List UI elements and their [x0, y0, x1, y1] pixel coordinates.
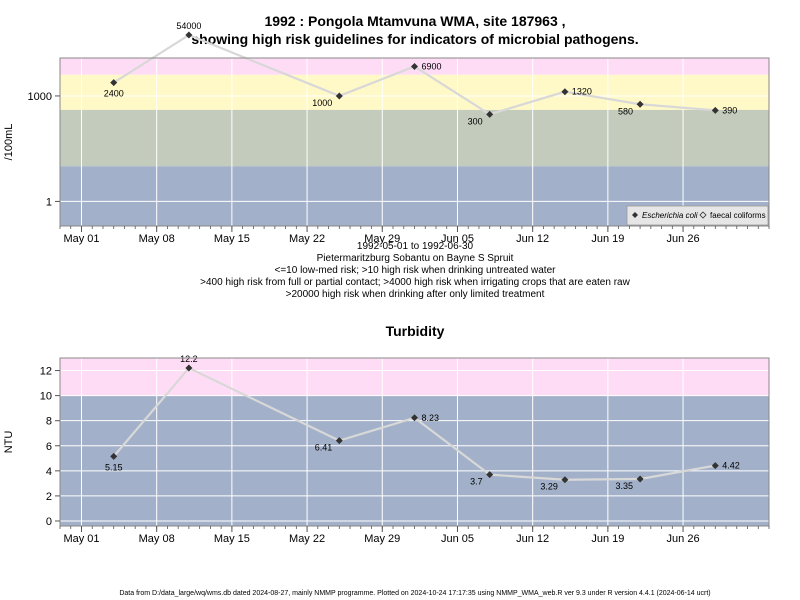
x-tick-label: May 08 [139, 533, 175, 545]
turbidity-point [411, 414, 418, 422]
y-tick-label: 12 [40, 366, 52, 378]
y-tick-label: 1000 [28, 91, 52, 103]
x-tick-label: May 15 [214, 533, 250, 545]
y-tick-label: 2 [46, 491, 52, 503]
series-line [113, 33, 716, 116]
e-coli-value-label: 300 [468, 116, 483, 126]
x-tick-label: May 22 [289, 533, 325, 545]
footer-source-note: Data from D:/data_large/wq/wms.db dated … [119, 590, 710, 597]
x-tick-label: May 29 [364, 233, 400, 245]
site-name-note: Pietermaritzburg Sobantu on Bayne S Spru… [317, 253, 514, 264]
x-tick-label: Jun 05 [441, 233, 474, 245]
x-tick-label: Jun 05 [441, 533, 474, 545]
turbidity-y-label: NTU [3, 431, 15, 454]
y-tick-label: 1 [46, 196, 52, 208]
turbidity-value-label: 8.23 [422, 413, 440, 423]
microbial-legend: Escherichia coli faecal coliforms [626, 205, 769, 226]
e-coli-point [185, 31, 193, 39]
x-tick-label: Jun 12 [516, 533, 549, 545]
e-coli-value-label: 1320 [572, 87, 592, 97]
turbidity-title: Turbidity [386, 323, 445, 339]
chart-subtitle: showing high risk guidelines for indicat… [191, 31, 638, 47]
microbial-y-axis: 1 1000 [28, 91, 60, 208]
turbidity-bands [60, 358, 769, 526]
turbidity-value-label: 3.29 [540, 482, 558, 492]
turbidity-value-label: 6.41 [315, 443, 333, 453]
turbidity-point [110, 452, 118, 460]
e-coli-value-label: 390 [722, 105, 737, 115]
turbidity-value-label: 5.15 [105, 462, 123, 472]
legend-entry-faecal-coliforms: faecal coliforms [710, 211, 766, 220]
y-tick-label: 10 [40, 391, 52, 403]
e-coli-value-label: 6900 [422, 61, 442, 71]
turbidity-point [636, 475, 644, 483]
e-coli-value-label: 580 [618, 106, 633, 116]
chart-title: 1992 : Pongola Mtamvuna WMA, site 187963… [264, 13, 565, 29]
date-range-note: 1992-05-01 to 1992-06-30 [357, 241, 474, 252]
open-diamond-icon [699, 211, 707, 219]
x-tick-label: Jun 26 [667, 533, 700, 545]
series-line [112, 366, 716, 481]
risk-band [60, 109, 769, 167]
risk-note-treatment: >20000 high risk when drinking after onl… [286, 289, 545, 300]
x-tick-label: May 15 [214, 233, 250, 245]
turbidity-x-axis: May 01 May 08 May 15 May 22 May 29 Jun 05 Jun … [59, 526, 770, 545]
risk-band [60, 358, 769, 396]
turbidity-value-label: 3.7 [470, 477, 483, 487]
microbial-x-axis: May 01 May 08 May 15 May 22 May 29 Jun 05 Jun … [59, 226, 770, 245]
x-tick-label: Jun 19 [591, 533, 624, 545]
x-tick-label: Jun 26 [667, 233, 700, 245]
y-tick-label: 8 [46, 416, 52, 428]
x-tick-label: May 22 [289, 233, 325, 245]
e-coli-value-label: 1000 [312, 98, 332, 108]
turbidity-series: 5.15 12.2 6.41 8.23 3.7 3.29 3.35 4.42 [105, 354, 740, 492]
risk-note-drinking: <=10 low-med risk; >10 high risk when dr… [275, 265, 557, 276]
risk-band [60, 74, 769, 110]
microbial-grid [60, 58, 769, 226]
turbidity-point [185, 364, 193, 372]
y-tick-label: 0 [46, 516, 52, 528]
e-coli-value-label: 54000 [176, 21, 201, 31]
x-tick-label: May 29 [364, 533, 400, 545]
e-coli-point [711, 106, 719, 114]
turbidity-value-label: 3.35 [616, 481, 634, 491]
turbidity-point [561, 476, 569, 484]
e-coli-value-label: 2400 [104, 89, 124, 99]
e-coli-point [110, 79, 118, 87]
turbidity-grid [60, 358, 769, 526]
turbidity-point [711, 462, 719, 470]
turbidity-point [486, 471, 494, 479]
legend-entry-e-coli: Escherichia coli [642, 211, 698, 220]
legend-box [626, 205, 769, 226]
x-tick-label: May 01 [63, 233, 99, 245]
e-coli-point [486, 110, 494, 118]
e-coli-point [561, 88, 569, 96]
e-coli-point [636, 100, 644, 108]
risk-note-contact: >400 high risk from full or partial cont… [200, 277, 630, 288]
x-tick-label: May 08 [139, 233, 175, 245]
turbidity-value-label: 12.2 [180, 354, 198, 364]
microbial-y-label: /100mL [3, 124, 15, 161]
x-tick-label: May 01 [63, 533, 99, 545]
x-tick-label: Jun 19 [591, 233, 624, 245]
e-coli-series: 2400 54000 1000 6900 300 1320 580 390 [104, 21, 738, 126]
microbial-risk-bands [60, 58, 769, 226]
e-coli-point [335, 92, 343, 100]
x-tick-label: Jun 12 [516, 233, 549, 245]
y-tick-label: 4 [46, 466, 52, 478]
turbidity-point [335, 437, 343, 445]
y-tick-label: 6 [46, 441, 52, 453]
e-coli-point [411, 62, 418, 70]
turbidity-value-label: 4.42 [722, 461, 740, 471]
filled-diamond-icon [632, 212, 638, 218]
turbidity-y-axis: 0 2 4 6 8 10 12 [40, 366, 60, 528]
